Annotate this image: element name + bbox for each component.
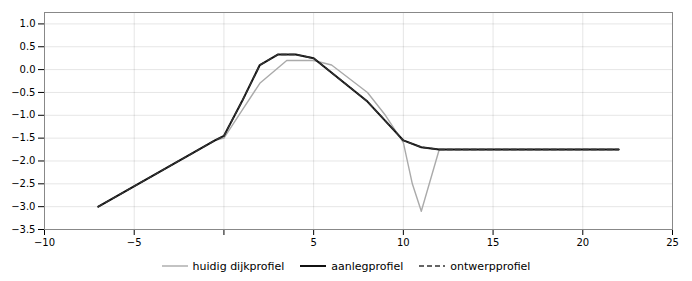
svg-text:−1.5: −1.5 — [11, 132, 35, 143]
svg-text:−0.5: −0.5 — [11, 87, 35, 98]
svg-text:0.5: 0.5 — [20, 41, 36, 52]
svg-text:5: 5 — [310, 237, 316, 248]
html-text:huidig dijkprofiel: huidig dijkprofiel — [192, 259, 285, 273]
svg-text:15: 15 — [487, 237, 500, 248]
svg-text:−3.5: −3.5 — [11, 224, 35, 235]
svg-text:25: 25 — [666, 237, 679, 248]
svg-text:20: 20 — [576, 237, 589, 248]
svg-text:1.0: 1.0 — [20, 18, 36, 29]
svg-text:0.0: 0.0 — [20, 64, 36, 75]
svg-text:−5: −5 — [127, 237, 142, 248]
svg-text:−10: −10 — [34, 237, 55, 248]
svg-text:−3.0: −3.0 — [11, 201, 35, 212]
svg-text:−1.0: −1.0 — [11, 109, 35, 120]
html-text:ontwerpprofiel: ontwerpprofiel — [450, 259, 531, 273]
svg-text:−2.0: −2.0 — [11, 155, 35, 166]
svg-text:−2.5: −2.5 — [11, 178, 35, 189]
html-text:aanlegprofiel: aanlegprofiel — [331, 259, 404, 273]
svg-text:10: 10 — [397, 237, 410, 248]
